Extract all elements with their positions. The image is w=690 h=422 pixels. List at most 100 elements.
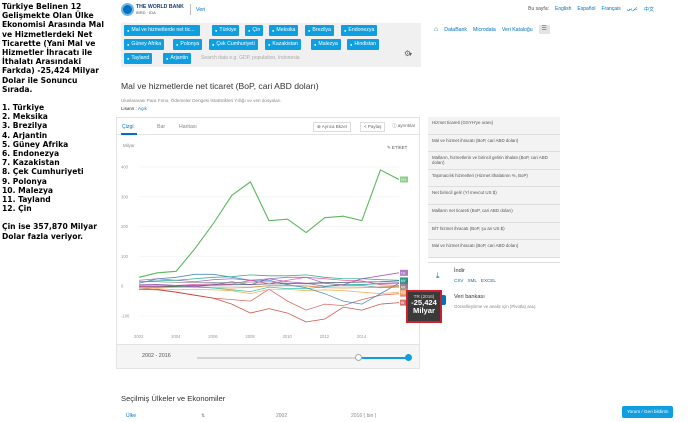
col-2016[interactable]: 2016 ( bin ) xyxy=(351,413,377,419)
range-track[interactable] xyxy=(197,354,412,361)
series-end-label-th: TH xyxy=(401,271,406,275)
series-end-label-in: IN xyxy=(401,301,405,305)
series-line-th xyxy=(138,272,400,288)
callout-unit: Milyar xyxy=(413,306,435,315)
language-bar: Bu sayfa: English Español Français عربي … xyxy=(528,6,654,13)
chip-country[interactable]: Tayland xyxy=(124,53,153,64)
details-label: ayrıntılar xyxy=(397,123,416,128)
language-link[interactable]: 中文 xyxy=(643,7,654,13)
page-title: Mal ve hizmetlerde net ticaret (BoP, car… xyxy=(121,81,319,91)
license-link[interactable]: Açık xyxy=(137,106,147,111)
chip-country[interactable]: Meksika xyxy=(269,25,299,36)
ranking-item: 11. Tayland xyxy=(2,195,51,205)
series-end-label-my: MY xyxy=(401,279,407,283)
language-link[interactable]: عربي xyxy=(626,6,638,12)
language-link[interactable]: Français xyxy=(601,6,621,12)
y-tick-label: -100 xyxy=(121,314,130,319)
line-chart: Milyar ✎ ETİKET 400 300 200 100 0 -100 2002 2004 2… xyxy=(121,143,408,339)
range-start-knob[interactable] xyxy=(355,354,362,361)
range-label: 2002 - 2016 xyxy=(142,353,171,359)
turkey-value-callout: TR (2016) -25,424 Milyar xyxy=(406,290,442,323)
chip-country[interactable]: Hindistan xyxy=(347,39,380,50)
nav-microdata[interactable]: Microdata xyxy=(473,26,496,33)
search-input[interactable]: Search data e.g. GDP, population, Indone… xyxy=(201,55,300,61)
download-section: ⤓ İndir CSV XML EXCEL xyxy=(428,262,560,290)
chip-country[interactable]: Brezilya xyxy=(305,25,334,36)
chip-country[interactable]: Kazakistan xyxy=(265,39,301,50)
related-indicator[interactable]: Malların, hizmetlerin ve birincil geliri… xyxy=(428,152,560,170)
chip-country[interactable]: Arjantin xyxy=(163,53,192,64)
ranking-item: 1. Türkiye xyxy=(2,103,45,113)
col-2002[interactable]: 2002 xyxy=(276,413,288,419)
databank-section[interactable]: Veri bankası Görselleştirme ve analiz iç… xyxy=(428,292,560,324)
license-label: Lisans : xyxy=(121,106,137,111)
y-tick-label: 300 xyxy=(121,194,129,199)
series-end-badge-in xyxy=(400,299,408,306)
series-end-badge-ar xyxy=(400,284,408,291)
related-indicator[interactable]: Malların net ticareti (BoP, cari ABD dol… xyxy=(428,204,560,223)
section-link-veri[interactable]: Veri xyxy=(195,6,206,13)
worldbank-logo[interactable]: THE WORLD BANK IBRD · IDA Veri xyxy=(121,3,205,16)
chevron-down-icon[interactable]: ▾ xyxy=(409,52,413,58)
col-sort-icon[interactable]: ⇅ xyxy=(201,413,206,419)
series-end-label-cn: CN xyxy=(401,178,407,182)
y-tick-label: 400 xyxy=(121,164,129,169)
selected-countries-title: Seçilmiş Ülkeler ve Ekonomiler xyxy=(121,394,226,403)
ranking-item: 4. Arjantin xyxy=(2,130,48,140)
nav-catalog[interactable]: Veri Kataloğu xyxy=(501,26,533,33)
chip-country[interactable]: Türkiye xyxy=(212,25,240,36)
details-button[interactable]: ⓘ ayrıntılar xyxy=(389,122,419,132)
ranking-item: 10. Malezya xyxy=(2,185,54,195)
series-end-badge-mx xyxy=(400,289,408,296)
language-link[interactable]: Español xyxy=(577,6,596,12)
filter-chip-box[interactable]: Mal ve hizmetlerde net tic... Türkiye Çi… xyxy=(121,23,421,67)
settings-gear-icon[interactable]: ⚙ xyxy=(404,49,412,58)
databank-description: Görselleştirme ve analiz için (Pivotla) … xyxy=(454,304,536,309)
home-icon[interactable]: ⌂ xyxy=(434,26,439,33)
ranking-item: 3. Brezilya xyxy=(2,121,48,131)
feedback-button[interactable]: Yorum / Geri bildirim xyxy=(622,406,674,418)
tab-map[interactable]: Haritası xyxy=(179,124,197,130)
databank-label: Veri bankası xyxy=(454,294,485,300)
share-button[interactable]: < Paylaş xyxy=(360,122,386,132)
range-end-knob[interactable] xyxy=(405,354,412,361)
related-indicator[interactable]: Net birincil gelir (Yİ mevcut US $) xyxy=(428,187,560,205)
see-also-button[interactable]: ⊕ Ayrıca Bkzer xyxy=(313,122,352,132)
x-tick-label: 2010 xyxy=(283,334,293,339)
tab-line[interactable]: Çizgi xyxy=(122,124,134,130)
logo-divider xyxy=(189,4,191,15)
nav-databank[interactable]: DataBank xyxy=(444,26,468,33)
download-excel[interactable]: EXCEL xyxy=(480,278,496,283)
chip-country[interactable]: Malezya xyxy=(311,39,341,50)
download-xml[interactable]: XML xyxy=(467,278,477,283)
language-link[interactable]: English xyxy=(555,6,572,12)
overlay-text-panel: Türkiye Belinen 12 Gelişmekte Olan Ülke … xyxy=(0,0,112,422)
related-indicator[interactable]: BİT hizmet ihracatı (BoP, şu an US $) xyxy=(428,222,560,241)
y-tick-label: 200 xyxy=(121,224,129,229)
chip-country[interactable]: Çek Cumhuriyeti xyxy=(209,39,258,50)
menu-icon[interactable]: ☰ xyxy=(538,25,550,34)
chip-country[interactable]: Polonya xyxy=(173,39,203,50)
share-label: Paylaş xyxy=(367,124,382,129)
secondary-nav: ⌂ DataBank Microdata Veri Kataloğu ☰ xyxy=(434,25,550,34)
page-description: Uluslararası Para Fonu, Ödemeler Dengesi… xyxy=(121,98,282,103)
logo-text: THE WORLD BANK IBRD · IDA xyxy=(136,4,184,16)
language-label: Bu sayfa: xyxy=(528,6,549,12)
chip-country[interactable]: Çin xyxy=(245,25,264,36)
overlay-outro: Çin ise 357,870 Milyar Dolar fazla veriy… xyxy=(2,222,97,241)
top-bar: THE WORLD BANK IBRD · IDA Veri Bu sayfa:… xyxy=(116,0,690,20)
chip-indicator[interactable]: Mal ve hizmetlerde net tic... xyxy=(124,25,200,36)
download-csv[interactable]: CSV xyxy=(454,278,464,283)
tab-bar[interactable]: Bar xyxy=(157,124,166,130)
chip-country[interactable]: Güney Afrika xyxy=(124,39,165,50)
year-range-bar: 2002 - 2016 xyxy=(116,345,420,369)
related-indicator[interactable]: Mal ve hizmet ihracatı (BoP, cari ABD do… xyxy=(428,240,560,258)
related-indicator[interactable]: Taşımacılık hizmetleri (Hizmet ithalatın… xyxy=(428,169,560,188)
col-country[interactable]: Ülke xyxy=(126,413,137,419)
series-line-mx xyxy=(138,288,400,295)
logo-line2: IBRD · IDA xyxy=(136,9,156,15)
related-indicator[interactable]: Hizmet ticareti (GSYH'ye oranı) xyxy=(428,117,560,135)
ranking-item: 7. Kazakistan xyxy=(2,158,60,168)
related-indicator[interactable]: Mal ve hizmet ihracatı (BoP, cari ABD do… xyxy=(428,134,560,153)
chip-country[interactable]: Endonezya xyxy=(341,25,378,36)
